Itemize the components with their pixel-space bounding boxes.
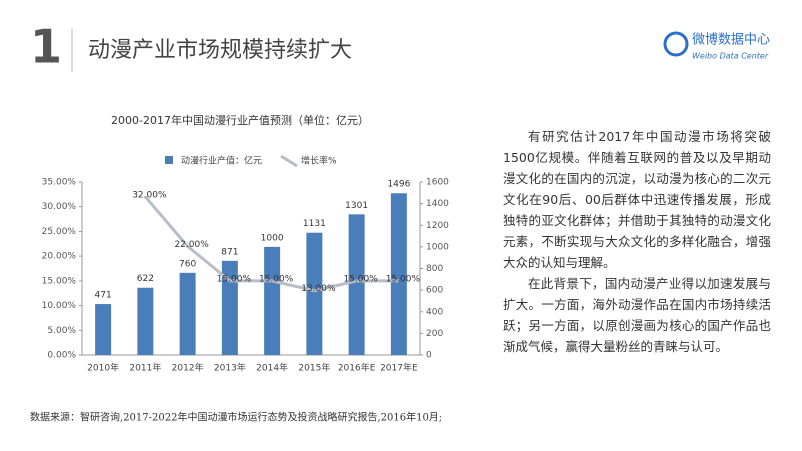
bar (95, 304, 112, 355)
slide-title: 动漫产业市场规模持续扩大 (88, 38, 352, 63)
x-tick-label: 2010年 (87, 362, 119, 374)
bar-value-label: 871 (221, 247, 238, 257)
bar (348, 214, 365, 355)
legend-label: 增长率% (301, 155, 337, 167)
bar-value-label: 1131 (303, 219, 326, 229)
bar-value-label: 760 (179, 259, 196, 269)
y2-tick-label: 600 (426, 286, 443, 296)
y-tick-label: 5.00% (47, 326, 76, 336)
line-value-label: 15.00% (259, 274, 294, 284)
x-tick-label: 2014年 (256, 362, 288, 374)
y2-tick-label: 400 (426, 307, 443, 317)
bar (390, 193, 407, 355)
growth-line (144, 195, 399, 293)
paragraph: 在此背景下，国内动漫产业得以加速发展与扩大。一方面，海外动漫作品在国内市场持续活… (503, 276, 771, 354)
bar (137, 287, 154, 355)
bar-value-label: 1301 (345, 201, 368, 211)
legend-swatch (165, 156, 173, 164)
logo-subtitle: Weibo Data Center (692, 52, 769, 61)
line-value-label: 32.00% (132, 190, 167, 200)
x-tick-label: 2013年 (214, 362, 246, 374)
x-tick-label: 2017年E (380, 362, 418, 374)
y2-tick-label: 1200 (426, 221, 449, 231)
bar-value-label: 622 (137, 274, 154, 284)
chart-title: 2000-2017年中国动漫行业产值预测（单位：亿元） (111, 113, 369, 127)
y2-tick-label: 1000 (426, 242, 449, 252)
paragraph: 有研究估计2017年中国动漫市场将突破1500亿规模。伴随着互联网的普及以及早期… (503, 129, 771, 270)
bar-value-label: 1000 (261, 233, 284, 243)
section-number: 1 (30, 20, 62, 74)
x-tick-label: 2016年E (338, 362, 376, 374)
y-tick-label: 35.00% (42, 178, 77, 188)
line-value-label: 15.00% (217, 274, 252, 284)
line-value-label: 22.00% (174, 240, 209, 250)
bar-value-label: 1496 (387, 180, 410, 190)
y2-tick-label: 0 (426, 351, 432, 361)
line-value-label: 13.00% (301, 284, 336, 294)
bar-value-label: 471 (95, 291, 112, 301)
y2-tick-label: 1400 (426, 199, 449, 209)
bar (264, 246, 281, 355)
y-tick-label: 30.00% (42, 202, 77, 212)
y2-tick-label: 200 (426, 329, 443, 339)
x-tick-label: 2011年 (129, 362, 161, 374)
y-tick-label: 25.00% (42, 227, 77, 237)
y-tick-label: 0.00% (47, 351, 76, 361)
x-tick-label: 2015年 (298, 362, 330, 374)
legend-label: 动漫行业产值：亿元 (181, 155, 262, 167)
y2-tick-label: 800 (426, 264, 443, 274)
legend-swatch (280, 154, 298, 168)
bar (221, 260, 238, 355)
line-value-label: 15.00% (343, 274, 378, 284)
y-tick-label: 15.00% (42, 276, 77, 286)
x-tick-label: 2012年 (172, 362, 204, 374)
line-value-label: 15.00% (386, 274, 421, 284)
bar (179, 272, 196, 355)
y-tick-label: 10.00% (42, 301, 77, 311)
bar (306, 232, 323, 355)
logo-icon (663, 31, 689, 57)
y2-tick-label: 1600 (426, 178, 449, 188)
logo-name: 微博数据中心 (692, 33, 770, 48)
y-tick-label: 20.00% (42, 252, 77, 262)
source-note: 数据来源：智研咨询,2017-2022年中国动漫市场运行态势及投资战略研究报告,… (30, 411, 442, 424)
